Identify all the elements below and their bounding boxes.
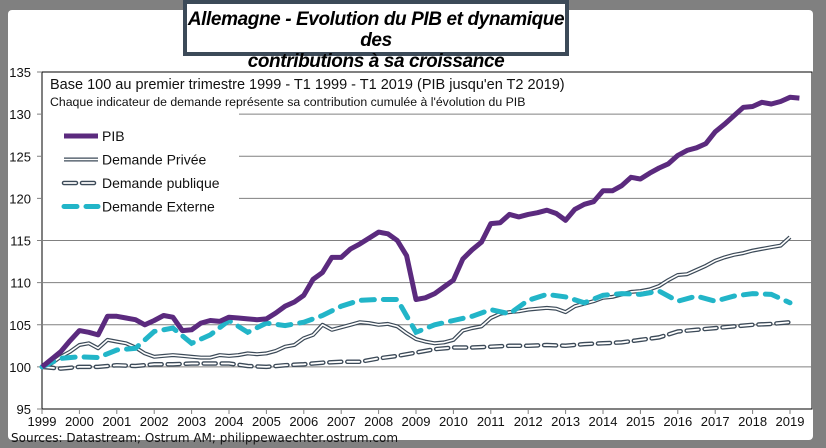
series-pib <box>40 94 800 369</box>
series-line-outer <box>39 319 793 371</box>
legend: PIB Demande Privée Demande publique Demande… <box>61 128 220 215</box>
series-line <box>40 94 800 369</box>
x-tick-label: 2001 <box>102 414 131 429</box>
x-tick-label: 2011 <box>477 414 505 429</box>
x-tick-label: 2004 <box>215 414 244 429</box>
x-tick-label: 2007 <box>327 414 356 429</box>
sources-note: Sources: Datastream; Ostrum AM; philippe… <box>11 431 399 445</box>
x-tick-label: 2008 <box>364 414 393 429</box>
x-axis: 1999 2000 2001 2002 2003 2004 2005 2006 2007 2008… <box>28 409 805 429</box>
x-tick-label: 2014 <box>589 414 618 429</box>
legend-item: PIB <box>64 128 125 144</box>
chart-title-line-1: Allemagne - Evolution du PIB et dynamiqu… <box>187 9 565 51</box>
y-tick-label: 100 <box>9 360 31 375</box>
x-tick-label: 2016 <box>663 414 692 429</box>
legend-label: Demande Externe <box>102 199 215 215</box>
y-tick-label: 105 <box>9 318 31 333</box>
x-tick-label: 2018 <box>738 414 767 429</box>
legend-label: Demande Privée <box>102 152 206 168</box>
x-tick-label: 2010 <box>439 414 468 429</box>
series-line-inner <box>41 236 791 368</box>
chart-title-box: Allemagne - Evolution du PIB et dynamiqu… <box>183 0 569 72</box>
x-tick-label: 2012 <box>514 414 543 429</box>
series-demande-publique <box>39 319 793 371</box>
subtitle-background <box>43 73 678 111</box>
series-line <box>39 288 793 370</box>
y-tick-label: 130 <box>9 107 31 122</box>
x-tick-label: 2017 <box>701 414 730 429</box>
series-layer <box>39 94 800 371</box>
x-tick-label: 2013 <box>551 414 580 429</box>
legend-background <box>43 110 239 220</box>
legend-item: Demande publique <box>61 175 220 191</box>
y-tick-label: 125 <box>9 149 31 164</box>
series-demande-externe <box>39 288 793 370</box>
x-tick-label: 2006 <box>289 414 318 429</box>
x-tick-label: 2015 <box>626 414 655 429</box>
legend-label: Demande publique <box>102 175 220 191</box>
legend-item: Demande Externe <box>61 199 215 215</box>
x-tick-label: 2002 <box>140 414 169 429</box>
y-tick-label: 135 <box>9 65 31 80</box>
y-tick-label: 95 <box>17 402 31 417</box>
x-tick-label: 2003 <box>177 414 206 429</box>
x-tick-label: 2009 <box>402 414 431 429</box>
x-tick-label: 2005 <box>252 414 281 429</box>
y-tick-label: 120 <box>9 191 31 206</box>
chart-subtitle-2: Chaque indicateur de demande représente … <box>50 95 525 109</box>
chart-subtitle-1: Base 100 au premier trimestre 1999 - T1 … <box>50 77 565 93</box>
y-tick-label: 115 <box>10 234 31 249</box>
series-demande-privée <box>41 235 792 369</box>
x-tick-label: 1999 <box>28 414 57 429</box>
x-tick-label: 2000 <box>65 414 94 429</box>
chart-title-line-2: contributions à sa croissance <box>247 51 505 72</box>
legend-item: Demande Privée <box>64 152 206 168</box>
y-tick-label: 110 <box>10 276 31 291</box>
y-axis: 95 100 105 110 115 120 125 130 135 <box>9 65 42 417</box>
gridlines <box>42 73 812 368</box>
legend-label: PIB <box>102 128 125 144</box>
x-tick-label: 2019 <box>776 414 805 429</box>
